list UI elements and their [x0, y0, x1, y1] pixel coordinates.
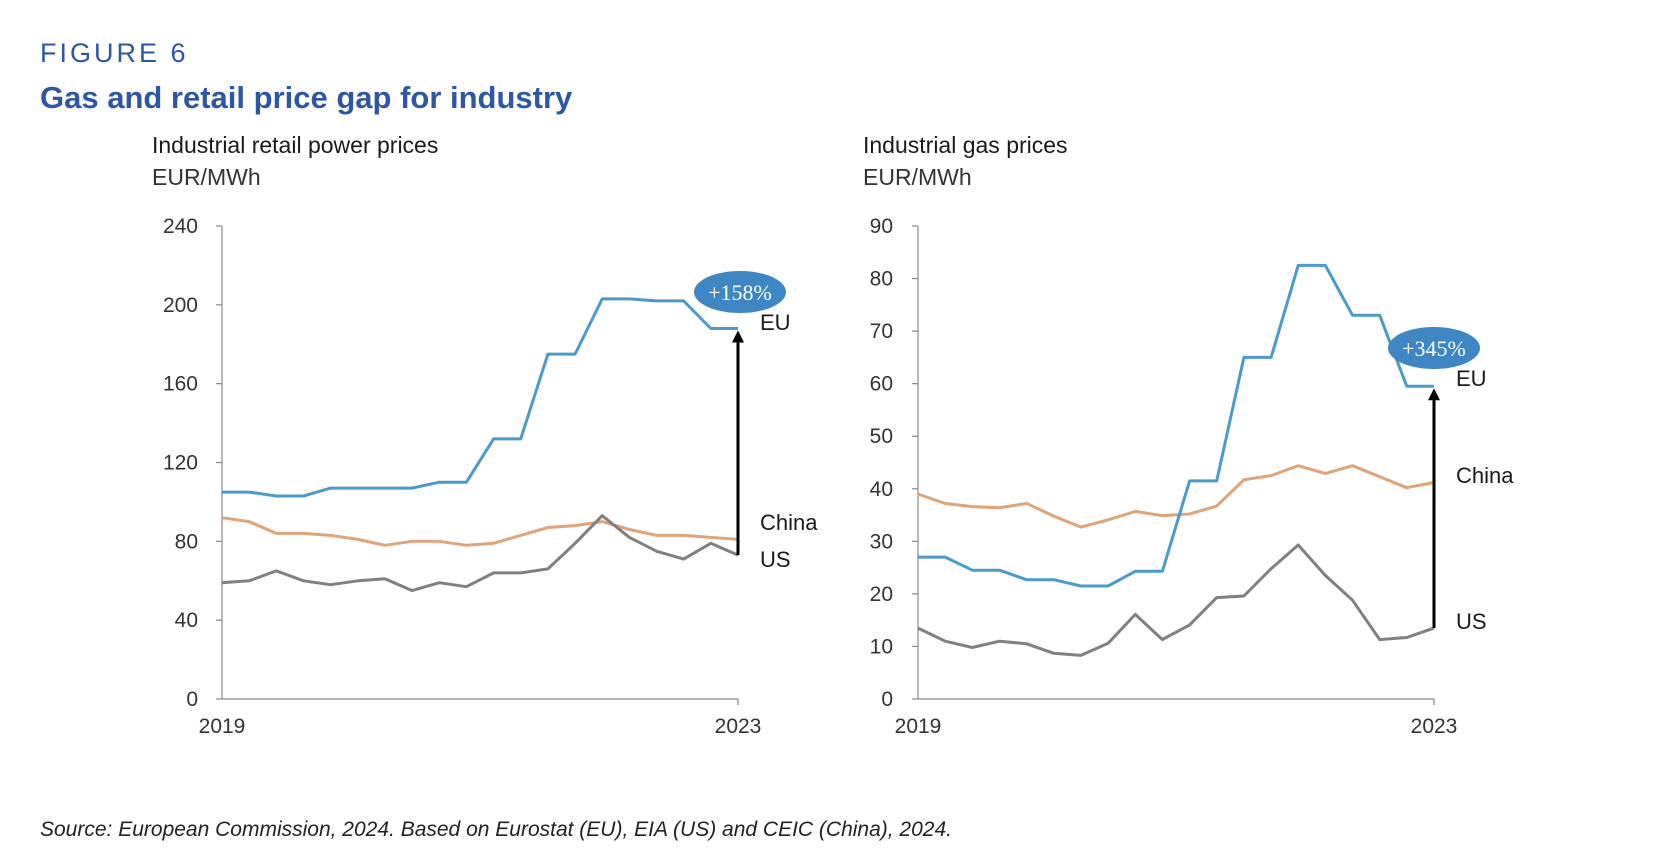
source-note: Source: European Commission, 2024. Based…	[40, 818, 952, 841]
y-tick-label: 0	[186, 688, 198, 711]
power-prices-chart-svg: Industrial retail power prices EUR/MWh 0 40…	[152, 132, 818, 738]
series-line-us	[221, 514, 739, 593]
y-tick-label: 240	[163, 215, 198, 238]
gap-badge-label: +158%	[708, 280, 772, 305]
power-prices-chart: Industrial retail power prices EUR/MWh 0 40…	[0, 130, 830, 810]
chart-title: Industrial retail power prices	[152, 132, 438, 158]
series-label-china: China	[760, 510, 818, 535]
x-tick-label: 2019	[895, 715, 942, 738]
y-tick-label: 40	[175, 609, 198, 632]
y-tick-label: 80	[870, 268, 893, 291]
y-tick-label: 160	[163, 373, 198, 396]
y-tick-label: 10	[870, 635, 893, 658]
y-axis-unit-label: EUR/MWh	[152, 164, 261, 190]
x-tick-label: 2023	[715, 715, 762, 738]
series-label-eu: EU	[1456, 366, 1487, 391]
gas-prices-chart-svg: Industrial gas prices EUR/MWh 0 10 20 30 40 50 6…	[863, 132, 1514, 738]
series-line-china	[917, 464, 1435, 529]
series-label-china: China	[1456, 463, 1514, 488]
y-tick-label: 30	[870, 530, 893, 553]
series-label-us: US	[1456, 609, 1487, 634]
y-tick-label: 70	[870, 320, 893, 343]
y-tick-label: 60	[870, 373, 893, 396]
y-tick-label: 80	[175, 530, 198, 553]
y-axis-unit-label: EUR/MWh	[863, 164, 972, 190]
y-tick-label: 200	[163, 294, 198, 317]
y-tick-label: 90	[870, 215, 893, 238]
gap-badge	[694, 271, 786, 313]
y-tick-label: 40	[870, 478, 893, 501]
gap-badge-label: +345%	[1402, 336, 1466, 361]
figure-title: Gas and retail price gap for industry	[40, 80, 573, 115]
gap-badge	[1388, 327, 1480, 369]
series-line-us	[917, 543, 1435, 657]
x-tick-label: 2019	[199, 715, 246, 738]
figure-label: FIGURE 6	[40, 38, 189, 68]
y-tick-label: 20	[870, 583, 893, 606]
gas-prices-chart: Industrial gas prices EUR/MWh 0 10 20 30 40 50 6…	[830, 130, 1668, 810]
y-tick-label: 50	[870, 425, 893, 448]
series-line-china	[221, 516, 739, 547]
chart-title: Industrial gas prices	[863, 132, 1068, 158]
series-label-eu: EU	[760, 310, 791, 335]
y-tick-label: 120	[163, 452, 198, 475]
y-tick-label: 0	[881, 688, 893, 711]
series-label-us: US	[760, 547, 791, 572]
x-tick-label: 2023	[1411, 715, 1458, 738]
series-line-eu	[222, 297, 738, 498]
series-line-eu	[918, 263, 1434, 588]
